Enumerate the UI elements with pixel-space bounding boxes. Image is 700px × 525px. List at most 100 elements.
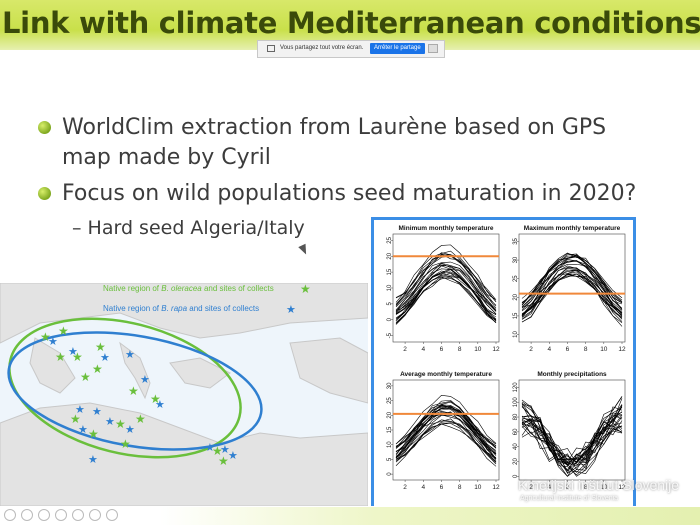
x-tick-label: 6 <box>440 484 444 491</box>
svg-text:★: ★ <box>115 417 126 431</box>
population-curve <box>395 411 497 461</box>
svg-text:★: ★ <box>75 403 85 416</box>
svg-text:★: ★ <box>140 373 150 386</box>
svg-text:★: ★ <box>68 345 78 358</box>
svg-text:★: ★ <box>218 454 229 468</box>
x-tick-label: 4 <box>547 484 551 491</box>
svg-text:★: ★ <box>128 384 139 398</box>
population-curve <box>395 263 497 315</box>
population-curve <box>521 256 623 303</box>
population-curve <box>395 395 497 445</box>
population-curve <box>395 399 497 456</box>
population-curve <box>395 253 497 300</box>
svg-text:★: ★ <box>100 351 110 364</box>
x-tick-label: 4 <box>421 484 425 491</box>
prev-slide-icon[interactable] <box>4 509 16 521</box>
y-tick-label: 25 <box>387 236 393 243</box>
svg-text:★: ★ <box>48 335 58 348</box>
slide-title: Link with climate Mediterranean conditio… <box>2 6 700 40</box>
x-tick-label: 10 <box>600 346 608 353</box>
y-tick-label: 100 <box>513 397 519 408</box>
population-curve <box>395 262 497 312</box>
y-tick-label: 25 <box>513 275 519 282</box>
x-tick-label: 2 <box>403 484 407 491</box>
population-curve <box>521 404 623 466</box>
y-tick-label: 20 <box>387 252 393 259</box>
legend-rapa: Native region of B. rapa and sites of co… <box>103 304 259 313</box>
subtitles-icon[interactable] <box>89 509 101 521</box>
population-curve <box>395 276 497 324</box>
svg-text:★: ★ <box>205 441 215 454</box>
y-tick-label: 30 <box>513 256 519 263</box>
svg-text:★: ★ <box>55 350 66 364</box>
mouse-cursor-icon <box>298 243 310 257</box>
rapa-region-ellipse <box>7 331 263 451</box>
x-tick-label: 12 <box>492 346 500 353</box>
y-tick-label: 15 <box>387 268 393 275</box>
svg-text:★: ★ <box>88 427 99 441</box>
slides-icon[interactable] <box>55 509 67 521</box>
y-tick-label: 0 <box>387 317 393 321</box>
screen-share-icon <box>267 45 275 52</box>
population-curve <box>395 244 497 303</box>
population-curve <box>521 271 623 318</box>
population-curve <box>395 414 497 462</box>
svg-text:★: ★ <box>125 423 135 436</box>
y-tick-label: 20 <box>387 411 393 418</box>
pen-icon[interactable] <box>38 509 50 521</box>
svg-text:★: ★ <box>40 330 51 344</box>
svg-text:★: ★ <box>120 437 131 451</box>
population-curve <box>395 423 497 467</box>
screen-share-bar: Vous partagez tout votre écran. Arrêter … <box>257 40 445 58</box>
x-tick-label: 6 <box>566 484 570 491</box>
mediterranean-map: ★ ★ ★ ★ ★ ★ ★ ★ ★ ★ ★ ★ ★ ★ ★ ★ ★ ★ ★ ★ ★ ★ ★ ★ ★ ★ ★ ★ ★ ★… <box>0 283 368 506</box>
x-tick-label: 2 <box>529 484 533 491</box>
legend-rapa-star-icon: ★ <box>286 304 296 316</box>
bullet-2: Focus on wild populations seed maturatio… <box>62 181 637 206</box>
y-tick-label: 120 <box>513 382 519 393</box>
bullet-dot-2 <box>38 187 51 200</box>
population-curve <box>521 405 623 477</box>
chart-title: Monthly precipitations <box>537 371 607 378</box>
y-tick-label: 15 <box>387 426 393 433</box>
slide-title-bar: Link with climate Mediterranean conditio… <box>0 0 700 50</box>
svg-text:★: ★ <box>88 453 98 466</box>
x-tick-label: 2 <box>529 346 533 353</box>
x-tick-label: 12 <box>492 484 500 491</box>
population-curve <box>395 274 497 316</box>
svg-text:★: ★ <box>150 392 161 406</box>
y-tick-label: 40 <box>513 443 519 450</box>
footer-decoration <box>160 507 700 525</box>
y-tick-label: 5 <box>387 457 393 461</box>
hide-share-bar-button[interactable] <box>428 44 438 53</box>
x-tick-label: 8 <box>458 346 462 353</box>
population-curve <box>521 423 623 460</box>
chart-title: Maximum monthly temperature <box>524 225 621 232</box>
svg-text:★: ★ <box>155 398 165 411</box>
population-curve <box>521 396 623 476</box>
y-tick-label: 30 <box>387 382 393 389</box>
chart-title: Minimum monthly temperature <box>399 225 494 232</box>
svg-text:★: ★ <box>70 412 81 426</box>
chart-title: Average monthly temperature <box>400 371 492 378</box>
population-curve <box>395 276 497 321</box>
chart-frame <box>518 379 626 481</box>
svg-text:★: ★ <box>92 362 103 376</box>
x-tick-label: 10 <box>474 484 482 491</box>
y-tick-label: 60 <box>513 428 519 435</box>
svg-text:★: ★ <box>95 340 106 354</box>
y-tick-label: 10 <box>387 284 393 291</box>
zoom-icon[interactable] <box>72 509 84 521</box>
x-tick-label: 12 <box>618 484 626 491</box>
more-options-icon[interactable] <box>106 509 118 521</box>
stop-sharing-button[interactable]: Arrêter le partage <box>370 43 425 54</box>
next-slide-icon[interactable] <box>21 509 33 521</box>
y-tick-label: 10 <box>513 331 519 338</box>
x-tick-label: 2 <box>403 346 407 353</box>
climate-charts-panel: Minimum monthly temperature -5 0 5 10 15 20 25 2… <box>371 217 636 510</box>
sub-bullet: – Hard seed Algeria/Italy <box>72 217 305 239</box>
population-curve <box>521 406 623 477</box>
population-curve <box>395 408 497 448</box>
svg-text:★: ★ <box>78 423 88 436</box>
population-curve <box>521 254 623 299</box>
